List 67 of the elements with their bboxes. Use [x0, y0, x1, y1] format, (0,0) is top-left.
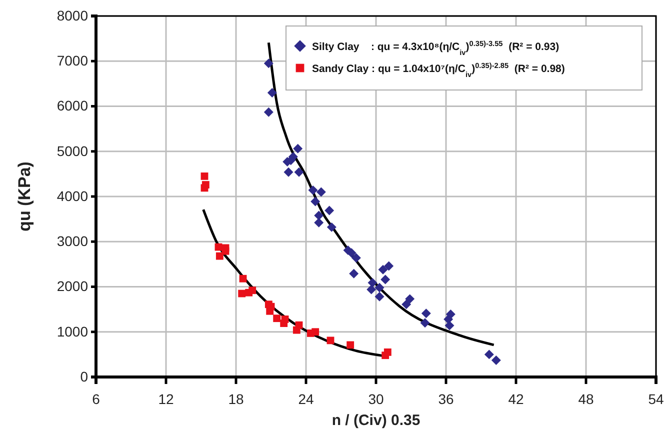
y-tick-label: 6000: [56, 98, 88, 114]
point: [264, 58, 274, 68]
point: [491, 356, 501, 366]
point: [378, 264, 388, 274]
point: [420, 318, 430, 328]
point: [308, 185, 318, 195]
y-tick-label: 7000: [56, 52, 88, 69]
y-tick-label: 8000: [56, 7, 88, 24]
point: [238, 290, 246, 298]
x-tick-label: 54: [648, 390, 664, 407]
x-tick-label: 18: [228, 390, 244, 407]
point: [421, 308, 431, 318]
point: [326, 222, 336, 232]
x-tick-label: 30: [368, 390, 384, 407]
legend-label: Silty Clay : qu = 4.3x10⁸(η/C$_{iv}$)$^{0.35)}$$^{-3.55}$ (R² = 0.93): [312, 38, 560, 56]
x-axis-title: n / (Civ) 0.35: [332, 412, 420, 429]
point: [266, 307, 274, 315]
point: [351, 253, 361, 263]
y-tick-label: 2000: [56, 278, 88, 294]
point: [293, 144, 303, 154]
legend-label: Sandy Clay : qu = 1.04x10⁷(η/C$_{iv}$)$^{0.35)}$$^{-2.85}$ (R² = 0.98): [312, 60, 565, 78]
point: [267, 88, 277, 98]
point: [382, 352, 390, 360]
x-tick-label: 6: [92, 390, 100, 407]
point: [248, 286, 256, 294]
point: [402, 300, 412, 310]
point: [310, 196, 320, 206]
x-tick-label: 24: [298, 390, 314, 407]
point: [374, 282, 384, 292]
point: [326, 336, 334, 344]
point: [316, 187, 326, 197]
point: [444, 314, 454, 324]
point: [200, 184, 208, 192]
x-tick-label: 48: [578, 390, 594, 407]
point: [314, 210, 324, 220]
point: [280, 320, 288, 328]
point: [324, 206, 334, 216]
point: [384, 261, 394, 271]
point: [200, 172, 208, 180]
point: [292, 326, 300, 334]
point: [346, 341, 354, 349]
y-axis-title: qu (KPa): [15, 162, 34, 232]
point: [366, 284, 376, 294]
point: [484, 350, 494, 360]
point: [273, 314, 281, 322]
y-tick-label: 3000: [56, 233, 88, 250]
y-tick-label: 5000: [56, 142, 88, 159]
x-tick-label: 36: [438, 390, 454, 407]
y-tick-label: 1000: [56, 323, 88, 340]
y-tick-label: 4000: [56, 188, 88, 204]
point: [264, 107, 274, 117]
point: [314, 218, 324, 228]
point: [444, 320, 454, 330]
point: [349, 268, 359, 278]
point: [368, 278, 378, 288]
point: [374, 292, 384, 302]
point: [284, 167, 294, 177]
point: [380, 274, 390, 284]
point: [312, 328, 320, 336]
point: [239, 274, 247, 282]
y-tick-label: 0: [80, 368, 88, 384]
point: [405, 294, 415, 304]
x-tick-label: 42: [508, 390, 524, 407]
x-tick-label: 12: [158, 390, 174, 407]
point: [294, 167, 304, 177]
point: [346, 248, 356, 258]
point: [216, 252, 224, 260]
